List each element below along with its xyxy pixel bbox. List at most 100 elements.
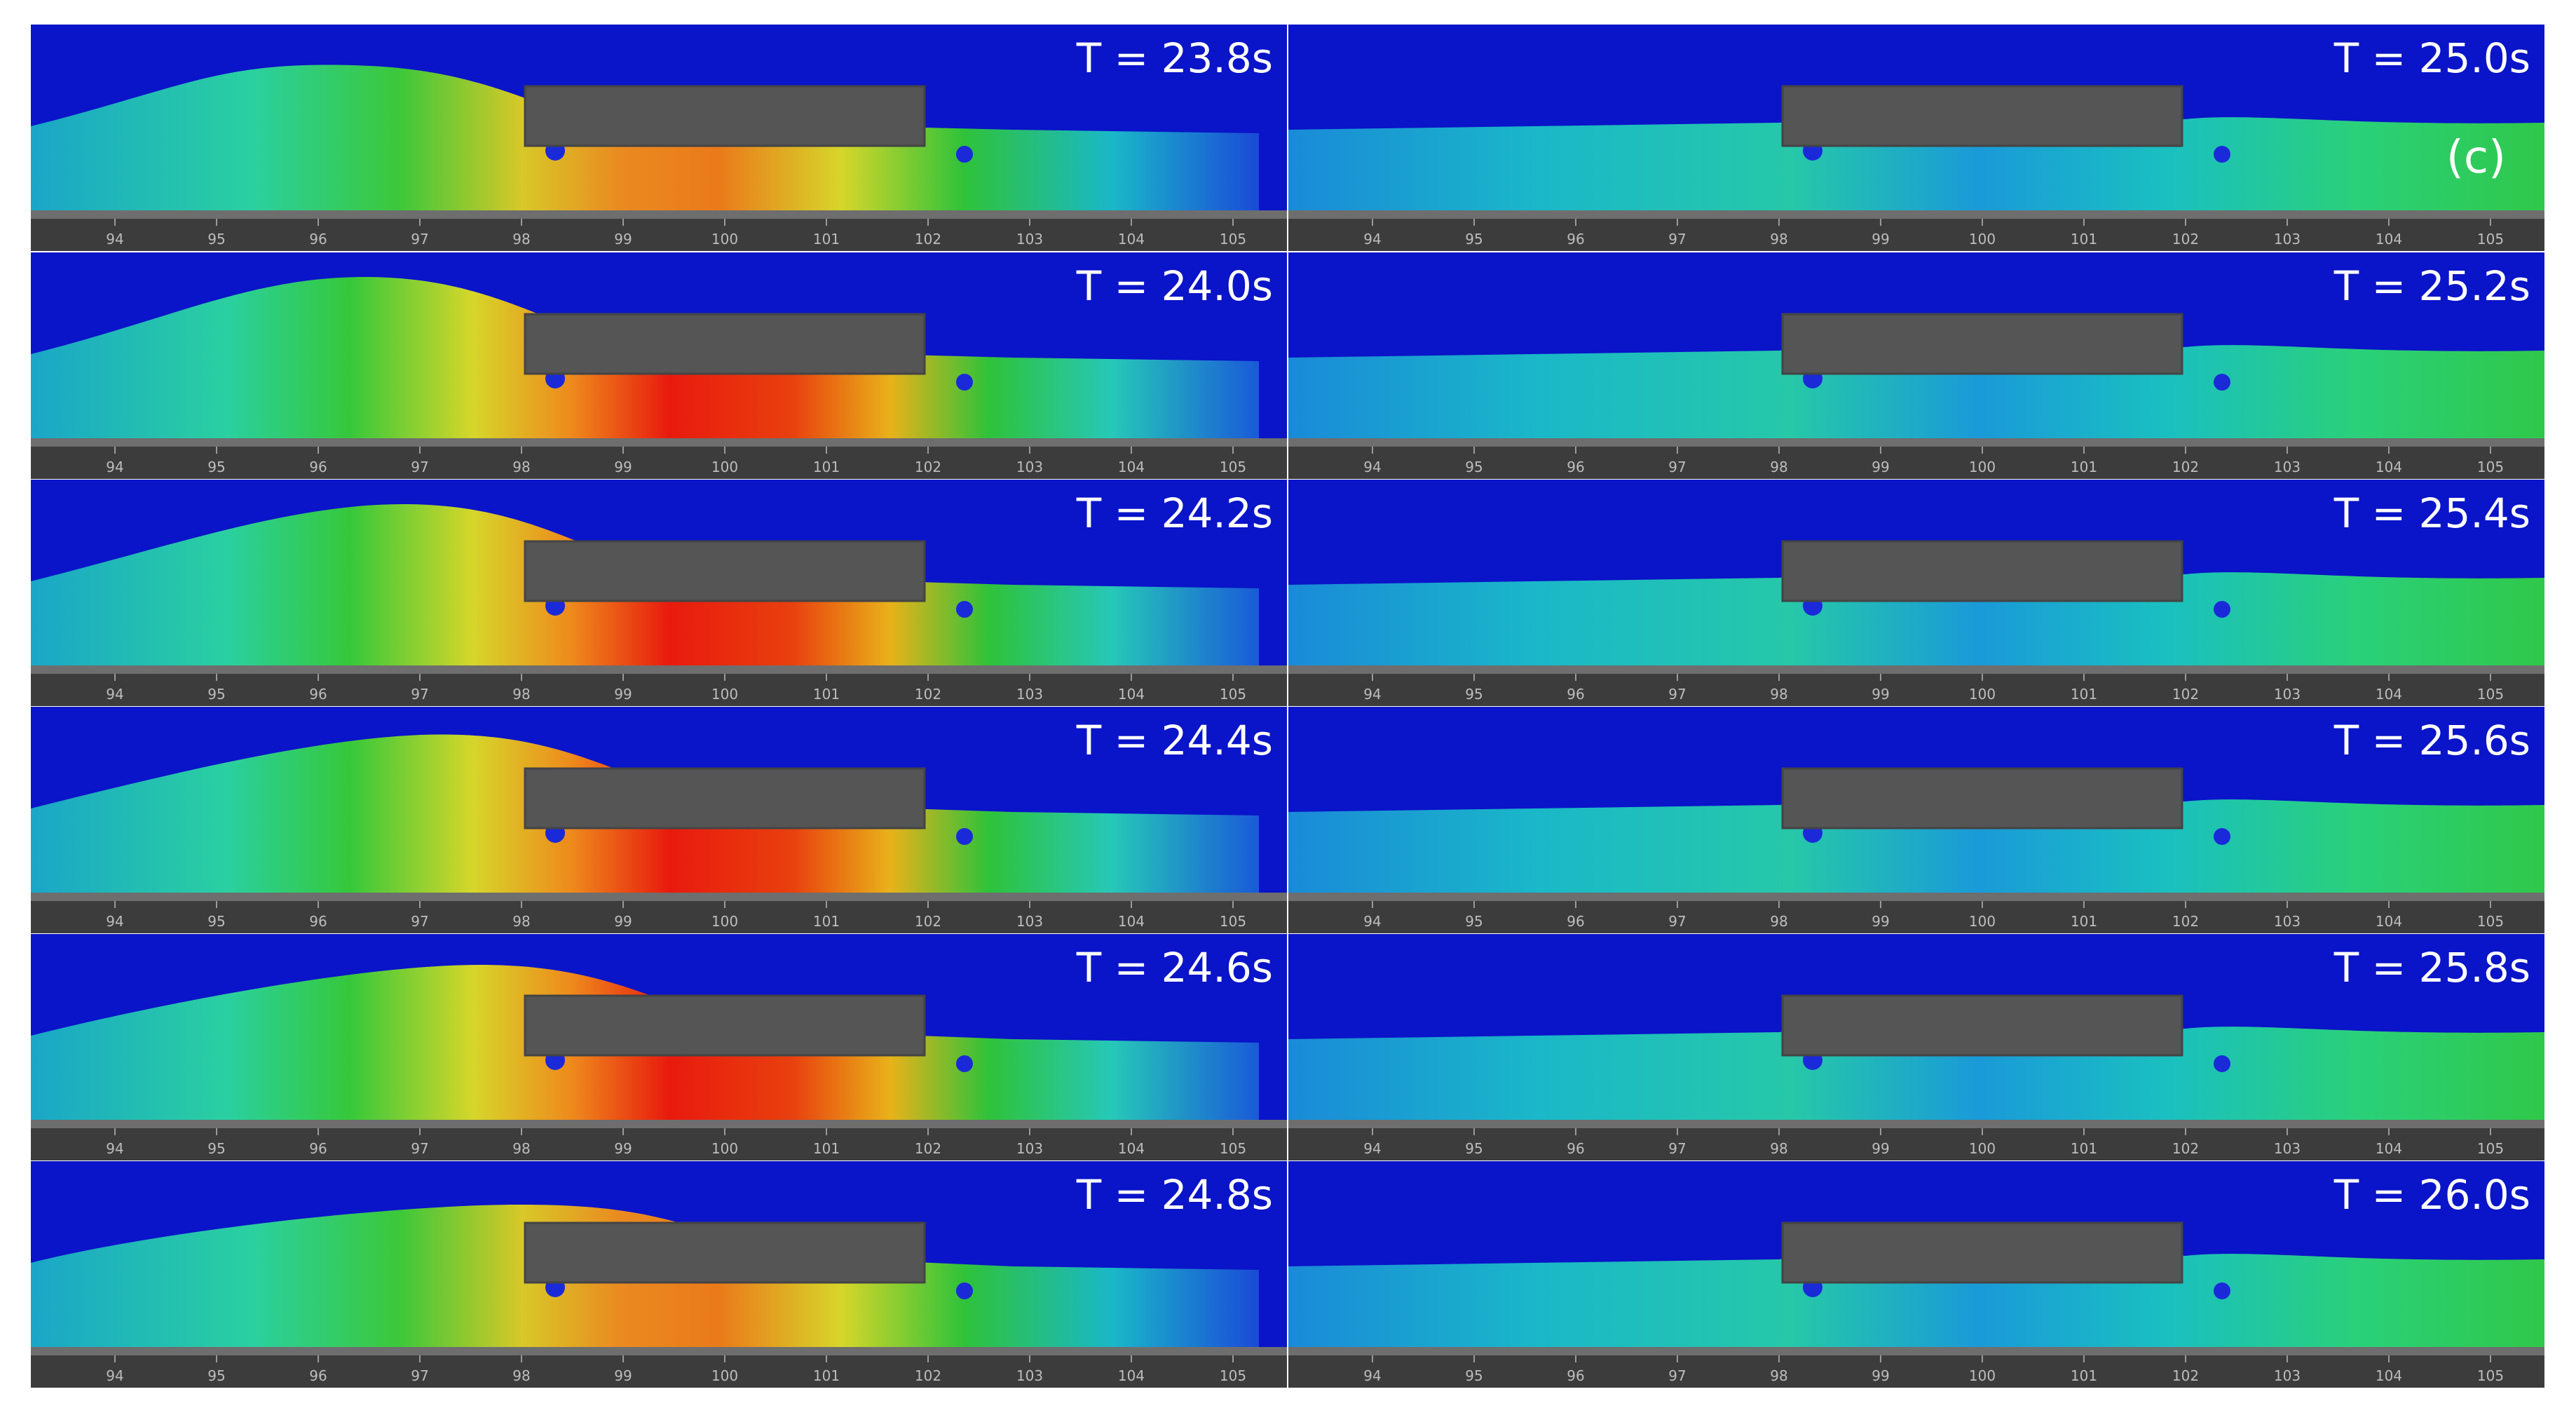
- scale-tick-label: 95: [207, 1140, 225, 1157]
- scale-tick-label: 100: [1969, 913, 1996, 930]
- scale-tick-label: 101: [813, 1140, 840, 1157]
- frame-panel: 94 95 96 97 98 99 100 101 102 103 104 105 T = 24.0s: [31, 252, 1287, 479]
- time-label: T = 23.8s: [1076, 34, 1273, 82]
- frame-panel: 94 95 96 97 98 99 100 101 102 103 104 105 T = 25.4s: [1288, 480, 2544, 706]
- scale-tick-label: 103: [2274, 686, 2301, 703]
- scale-tick-label: 103: [2274, 231, 2301, 248]
- scale-tick-label: 103: [1016, 1140, 1043, 1157]
- scale-tick-label: 98: [1770, 1140, 1787, 1157]
- scale-tick-label: 99: [614, 686, 632, 703]
- scale-tick-label: 102: [915, 1140, 941, 1157]
- scale-tick-label: 95: [207, 1367, 225, 1384]
- scale-tick-label: 105: [2477, 1140, 2504, 1157]
- scale-tick-label: 102: [2172, 1367, 2199, 1384]
- scale-tick-label: 96: [1567, 1367, 1584, 1384]
- frame-panel: 94 95 96 97 98 99 100 101 102 103 104 105 T = 25.8s: [1288, 934, 2544, 1160]
- structure-block: [1781, 767, 2183, 830]
- scale-tick-label: 96: [309, 1140, 327, 1157]
- scale-tick-label: 96: [1567, 913, 1584, 930]
- time-label: T = 26.0s: [2333, 1171, 2530, 1219]
- scale-tick-label: 104: [1118, 686, 1145, 703]
- scale-tick-label: 105: [2477, 686, 2504, 703]
- scale-tick-label: 95: [1465, 1367, 1483, 1384]
- scale-tick-label: 102: [2172, 686, 2199, 703]
- vortex-mark: [2214, 601, 2230, 618]
- vortex-mark: [2214, 374, 2230, 391]
- structure-block: [1781, 1221, 2183, 1284]
- scale-tick-label: 103: [2274, 1140, 2301, 1157]
- scale-tick-label: 96: [309, 231, 327, 248]
- scale-tick-label: 95: [207, 459, 225, 475]
- scale-tick-label: 99: [1872, 1367, 1889, 1384]
- scale-tick-label: 98: [512, 1140, 530, 1157]
- scale-tick-label: 98: [1770, 686, 1787, 703]
- scale-tick-label: 104: [2376, 231, 2402, 248]
- scale-tick-label: 104: [1118, 231, 1145, 248]
- scale-tick-label: 101: [2071, 231, 2097, 248]
- scale-tick-label: 97: [411, 1140, 428, 1157]
- scale-tick-label: 105: [1220, 231, 1246, 248]
- scale-tick-label: 104: [2376, 1140, 2402, 1157]
- water-body: [1288, 115, 2544, 210]
- distance-scale: [31, 219, 1287, 251]
- distance-scale: [31, 674, 1287, 706]
- scale-tick-label: 104: [1118, 1367, 1145, 1384]
- scale-tick-label: 100: [1969, 1140, 1996, 1157]
- structure-block: [1781, 994, 2183, 1057]
- scale-tick-label: 105: [2477, 1367, 2504, 1384]
- scale-tick-label: 94: [1363, 231, 1381, 248]
- scale-tick-label: 97: [411, 913, 428, 930]
- channel-bed: [1288, 210, 2544, 219]
- scale-tick-label: 101: [2071, 913, 2097, 930]
- scale-tick-label: 103: [2274, 1367, 2301, 1384]
- channel-bed: [31, 438, 1287, 447]
- distance-scale: [1288, 674, 2544, 706]
- vortex-mark: [2214, 1055, 2230, 1072]
- distance-scale: [31, 901, 1287, 933]
- scale-tick-label: 103: [2274, 913, 2301, 930]
- distance-scale: [31, 447, 1287, 479]
- scale-tick-label: 95: [1465, 231, 1483, 248]
- frame-panel: 94 95 96 97 98 99 100 101 102 103 104 105 T = 25.0s: [1288, 25, 2544, 251]
- scale-tick-label: 100: [1969, 459, 1996, 475]
- scale-tick-label: 103: [1016, 686, 1043, 703]
- frame-panel: 94 95 96 97 98 99 100 101 102 103 104 105 T = 24.4s: [31, 707, 1287, 933]
- scale-tick-label: 104: [2376, 459, 2402, 475]
- scale-tick-label: 101: [2071, 1140, 2097, 1157]
- scale-tick-label: 94: [106, 1140, 123, 1157]
- scale-tick-label: 96: [1567, 686, 1584, 703]
- scale-tick-label: 100: [1969, 686, 1996, 703]
- scale-tick-label: 95: [1465, 913, 1483, 930]
- scale-tick-label: 101: [813, 913, 840, 930]
- scale-tick-label: 104: [2376, 686, 2402, 703]
- scale-tick-label: 103: [2274, 459, 2301, 475]
- scale-tick-label: 100: [1969, 1367, 1996, 1384]
- structure-block: [1781, 540, 2183, 602]
- scale-tick-label: 102: [915, 231, 941, 248]
- scale-tick-label: 99: [1872, 913, 1889, 930]
- scale-tick-label: 99: [1872, 459, 1889, 475]
- time-label: T = 24.4s: [1076, 717, 1273, 764]
- scale-tick-label: 94: [1363, 1367, 1381, 1384]
- vortex-mark: [956, 146, 973, 163]
- scale-tick-label: 104: [1118, 1140, 1145, 1157]
- distance-scale: [1288, 447, 2544, 479]
- scale-tick-label: 104: [1118, 913, 1145, 930]
- distance-scale: [1288, 219, 2544, 251]
- vortex-mark: [956, 1055, 973, 1072]
- time-label: T = 25.8s: [2333, 944, 2530, 991]
- scale-tick-label: 97: [1668, 231, 1686, 248]
- scale-tick-label: 102: [915, 686, 941, 703]
- scale-tick-label: 96: [1567, 459, 1584, 475]
- scale-tick-label: 100: [1969, 231, 1996, 248]
- channel-bed: [1288, 438, 2544, 447]
- scale-tick-label: 94: [106, 231, 123, 248]
- scale-tick-label: 100: [711, 1367, 738, 1384]
- scale-tick-label: 105: [1220, 1367, 1246, 1384]
- vortex-mark: [956, 828, 973, 845]
- scale-tick-label: 105: [2477, 231, 2504, 248]
- scale-tick-label: 96: [309, 1367, 327, 1384]
- vortex-mark: [2214, 828, 2230, 845]
- vortex-mark: [2214, 1282, 2230, 1299]
